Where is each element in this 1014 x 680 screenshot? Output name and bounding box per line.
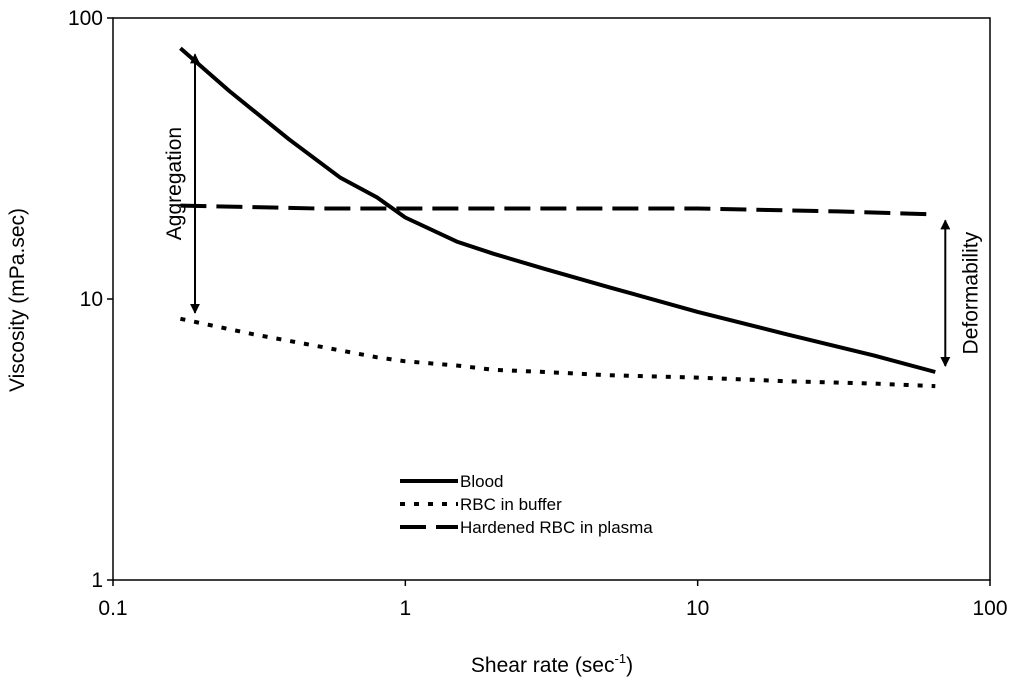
x-axis-label-exponent: -1 bbox=[615, 651, 627, 666]
x-tick-label: 0.1 bbox=[98, 597, 127, 620]
x-tick-label: 1 bbox=[399, 597, 411, 620]
y-tick-label: 10 bbox=[80, 288, 103, 311]
series-line-blood bbox=[179, 46, 936, 374]
annotation-label: Deformability bbox=[959, 231, 982, 354]
x-axis-label: Shear rate (sec-1) bbox=[471, 651, 633, 677]
annotation-label: Aggregation bbox=[163, 127, 186, 240]
y-tick-label: 100 bbox=[68, 7, 103, 30]
y-tick-label: 1 bbox=[91, 569, 103, 592]
chart-legend: Blood RBC in buffer Hardened RBC in plasma bbox=[400, 472, 653, 537]
legend-label: Blood bbox=[460, 472, 503, 491]
x-axis-label-main: Shear rate (sec bbox=[471, 654, 615, 677]
chart-annotations: Aggregation Deformability bbox=[163, 53, 982, 367]
y-axis-label: Viscosity (mPa.sec) bbox=[6, 208, 29, 392]
x-axis-label-close: ) bbox=[626, 654, 633, 677]
chart-ticks: 0.1 1 10 100 1 10 100 bbox=[68, 7, 1008, 620]
x-tick-label: 10 bbox=[686, 597, 709, 620]
x-tick-label: 100 bbox=[972, 597, 1007, 620]
legend-label: RBC in buffer bbox=[460, 495, 562, 514]
legend-label: Hardened RBC in plasma bbox=[460, 518, 653, 537]
chart-series bbox=[179, 46, 936, 389]
series-line-rbc-in-buffer bbox=[179, 316, 936, 389]
series-line-hardened-rbc-in-plasma bbox=[180, 203, 936, 217]
